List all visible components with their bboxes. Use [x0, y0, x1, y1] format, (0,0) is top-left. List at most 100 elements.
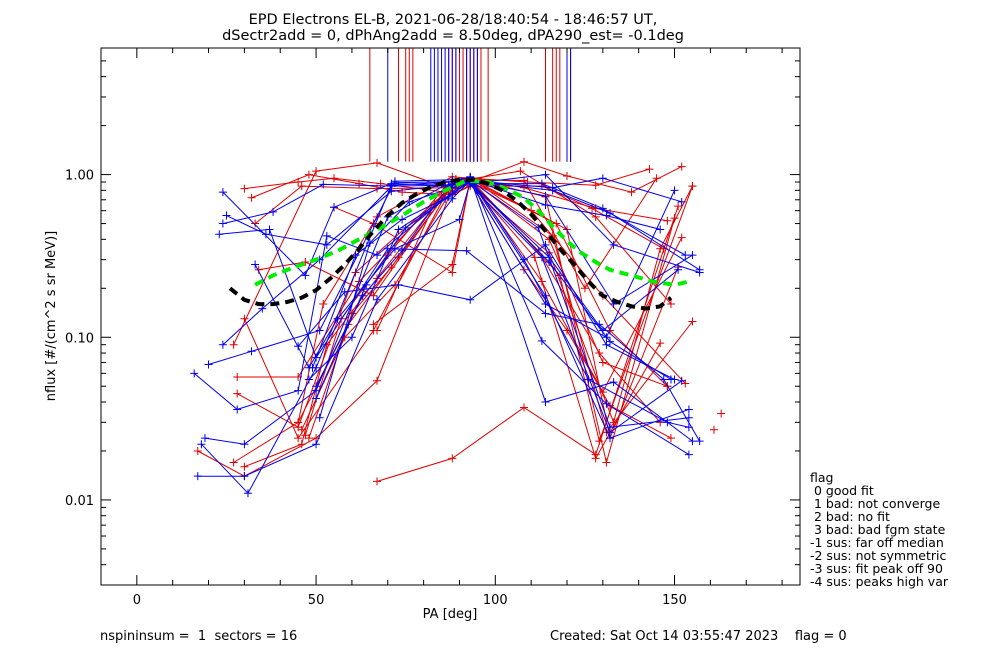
data-point	[541, 309, 550, 318]
data-point	[688, 317, 697, 326]
spectrum-series	[197, 172, 693, 498]
data-point	[251, 260, 260, 269]
data-point	[373, 295, 382, 304]
data-point	[602, 399, 611, 408]
data-point	[674, 202, 683, 211]
series-line	[315, 180, 672, 399]
data-point	[609, 378, 618, 387]
data-point	[598, 358, 607, 367]
plot-frame	[100, 47, 801, 586]
data-point	[537, 277, 546, 286]
footer-created-info: Created: Sat Oct 14 03:55:47 2023 flag =…	[550, 629, 847, 644]
data-point	[322, 240, 331, 249]
data-point	[462, 246, 471, 255]
legend-item: 3 bad: bad fgm state	[810, 522, 946, 537]
data-point	[315, 326, 324, 335]
data-point	[541, 191, 550, 200]
sector-lines	[369, 48, 572, 162]
data-point	[598, 204, 607, 213]
data-point	[387, 187, 396, 196]
data-point	[351, 251, 360, 260]
data-point	[190, 369, 199, 378]
data-point	[330, 203, 338, 212]
data-point	[677, 233, 686, 242]
data-point	[369, 320, 378, 329]
data-point	[308, 363, 317, 372]
data-point	[218, 188, 227, 197]
data-point	[598, 326, 607, 335]
data-point	[301, 258, 310, 267]
data-point	[684, 405, 693, 414]
data-point	[448, 268, 457, 277]
data-point	[519, 157, 528, 166]
legend-item: -1 sus: far off median	[810, 535, 944, 550]
data-point	[373, 158, 382, 167]
data-point	[688, 251, 697, 260]
data-point	[401, 223, 410, 232]
series-line	[308, 179, 693, 380]
data-point	[541, 300, 550, 309]
data-point	[609, 418, 618, 427]
data-point	[347, 333, 356, 342]
data-point	[369, 291, 378, 300]
data-point	[294, 342, 303, 351]
legend-item: -3 sus: fit peak off 90	[810, 561, 943, 576]
axis-ticks: 0 50 100 150 0.01 0.10 1.00	[65, 47, 800, 608]
data-point	[247, 347, 256, 356]
series-line	[243, 177, 668, 440]
x-tick-label: 50	[308, 593, 325, 608]
x-axis-label: PA [deg]	[423, 607, 478, 622]
series-line	[193, 176, 690, 428]
data-point	[656, 339, 665, 348]
data-point	[677, 162, 686, 171]
data-series	[190, 157, 726, 498]
data-point	[666, 434, 675, 443]
data-point	[688, 437, 697, 446]
data-point	[591, 450, 600, 459]
data-point	[193, 472, 202, 481]
data-point	[606, 428, 615, 437]
footer-spin-info: nspininsum = 1 sectors = 16	[100, 629, 297, 644]
data-point	[315, 413, 324, 422]
y-tick-label: 0.01	[65, 494, 94, 509]
data-point	[240, 440, 249, 449]
legend-item: 2 bad: no fit	[810, 509, 890, 524]
data-point	[652, 174, 661, 183]
x-tick-label: 150	[662, 593, 687, 608]
data-point	[243, 489, 252, 498]
data-point	[304, 375, 313, 384]
data-point	[240, 472, 249, 481]
data-point	[294, 386, 303, 395]
data-point	[218, 340, 227, 349]
data-point	[398, 188, 407, 197]
data-point	[398, 215, 407, 224]
chart-title-line-1: EPD Electrons EL-B, 2021-06-28/18:40:54 …	[249, 12, 658, 28]
data-point	[322, 231, 331, 240]
spectrum-series	[294, 174, 679, 467]
spectrum-series	[222, 178, 679, 342]
data-point	[663, 216, 672, 225]
fit-curve	[228, 177, 673, 311]
data-point	[233, 405, 242, 414]
data-point	[695, 268, 704, 277]
data-point	[688, 182, 697, 191]
data-point	[200, 434, 209, 443]
data-point	[297, 425, 306, 434]
data-point	[240, 314, 249, 323]
data-point	[373, 376, 382, 385]
data-point	[541, 397, 550, 406]
data-point	[645, 165, 654, 174]
data-point	[333, 314, 342, 323]
spectrum-series	[373, 202, 683, 486]
data-point	[362, 280, 371, 289]
data-point	[541, 240, 550, 249]
data-point	[580, 284, 589, 293]
data-point	[319, 180, 328, 189]
data-point	[265, 225, 274, 234]
data-point	[222, 211, 231, 220]
data-point	[717, 409, 726, 418]
spectrum-series	[193, 176, 693, 481]
data-point	[627, 188, 636, 197]
legend-item: 0 good fit	[810, 483, 874, 498]
chart-title-line-2: dSectr2add = 0, dPhAng2add = 8.50deg, dP…	[222, 28, 684, 44]
